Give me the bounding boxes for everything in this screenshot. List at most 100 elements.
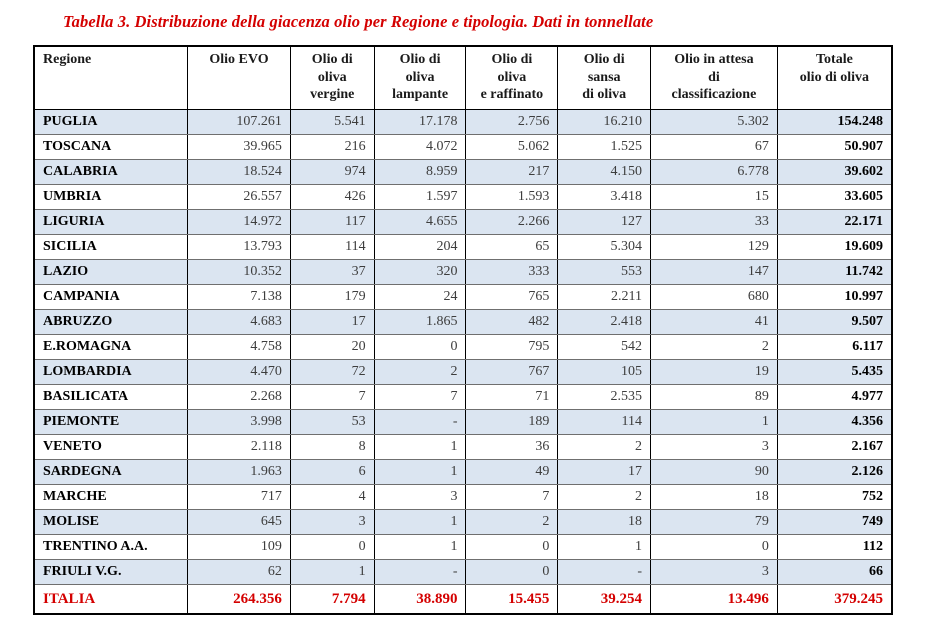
value-cell: 36 — [465, 434, 559, 460]
value-cell: 4 — [289, 484, 375, 510]
column-header-olio-attesa-classificazione: Olio in attesa di classificazione — [650, 45, 778, 110]
value-cell: 65 — [465, 234, 559, 260]
table-row-abruzzo: ABRUZZO 4.683 17 1.865 482 2.418 41 9.507 — [33, 309, 893, 335]
column-header-olio-oliva-lampante: Olio di oliva lampante — [373, 45, 467, 110]
value-cell: 216 — [289, 134, 375, 160]
table-row-calabria: CALABRIA 18.524 974 8.959 217 4.150 6.778 39.60… — [33, 159, 893, 185]
value-cell: 90 — [650, 459, 778, 485]
value-cell: 2.268 — [187, 384, 291, 410]
region-name-cell: SICILIA — [33, 234, 189, 260]
row-total-cell: 10.997 — [776, 284, 893, 310]
value-cell: 6.778 — [650, 159, 778, 185]
value-cell: 37 — [289, 259, 375, 285]
value-cell: 2 — [557, 434, 652, 460]
table-row-toscana: TOSCANA 39.965 216 4.072 5.062 1.525 67 50.907 — [33, 134, 893, 160]
column-header-regione: Regione — [33, 45, 189, 110]
row-total-cell: 2.167 — [776, 434, 893, 460]
table-row-lazio: LAZIO 10.352 37 320 333 553 147 11.742 — [33, 259, 893, 285]
value-cell: 7 — [289, 384, 375, 410]
column-header-olio-sansa-oliva: Olio di sansa di oliva — [557, 45, 652, 110]
table-row-basilicata: BASILICATA 2.268 7 7 71 2.535 89 4.977 — [33, 384, 893, 410]
value-cell: 147 — [650, 259, 778, 285]
value-cell: - — [373, 559, 467, 585]
value-cell: - — [557, 559, 652, 585]
column-header-olio-oliva-raffinato: Olio di oliva e raffinato — [465, 45, 559, 110]
row-total-cell: 749 — [776, 509, 893, 535]
value-cell: 13.496 — [650, 584, 778, 615]
region-name-cell: ITALIA — [33, 584, 189, 615]
row-total-cell: 752 — [776, 484, 893, 510]
value-cell: 127 — [557, 209, 652, 235]
table-row-umbria: UMBRIA 26.557 426 1.597 1.593 3.418 15 33.605 — [33, 184, 893, 210]
value-cell: 117 — [289, 209, 375, 235]
value-cell: 10.352 — [187, 259, 291, 285]
value-cell: 1 — [557, 534, 652, 560]
row-total-cell: 2.126 — [776, 459, 893, 485]
value-cell: 114 — [289, 234, 375, 260]
table-row-friuli-v-g: FRIULI V.G. 62 1-0-3 66 — [33, 559, 893, 585]
table-row-campania: CAMPANIA 7.138 179 24 765 2.211 680 10.997 — [33, 284, 893, 310]
region-name-cell: LAZIO — [33, 259, 189, 285]
value-cell: 20 — [289, 334, 375, 360]
value-cell: 0 — [289, 534, 375, 560]
region-name-cell: UMBRIA — [33, 184, 189, 210]
value-cell: 13.793 — [187, 234, 291, 260]
value-cell: 5.304 — [557, 234, 652, 260]
column-header-olio-oliva-vergine: Olio di oliva vergine — [289, 45, 375, 110]
value-cell: 1 — [373, 509, 467, 535]
value-cell: 1 — [289, 559, 375, 585]
region-name-cell: E.ROMAGNA — [33, 334, 189, 360]
region-name-cell: LOMBARDIA — [33, 359, 189, 385]
row-total-cell: 11.742 — [776, 259, 893, 285]
value-cell: 333 — [465, 259, 559, 285]
value-cell: 53 — [289, 409, 375, 435]
row-total-cell: 154.248 — [776, 109, 893, 135]
value-cell: 482 — [465, 309, 559, 335]
value-cell: 2.266 — [465, 209, 559, 235]
value-cell: 6 — [289, 459, 375, 485]
value-cell: 1.525 — [557, 134, 652, 160]
row-total-cell: 9.507 — [776, 309, 893, 335]
value-cell: 67 — [650, 134, 778, 160]
value-cell: 542 — [557, 334, 652, 360]
value-cell: 4.470 — [187, 359, 291, 385]
row-total-cell: 379.245 — [776, 584, 893, 615]
value-cell: 1.593 — [465, 184, 559, 210]
value-cell: 15.455 — [465, 584, 559, 615]
value-cell: 17 — [289, 309, 375, 335]
table-row-italia-total: ITALIA 264.356 7.794 38.890 15.455 39.254 13.4… — [33, 584, 893, 615]
value-cell: 38.890 — [373, 584, 467, 615]
value-cell: 2 — [650, 334, 778, 360]
value-cell: 7.794 — [289, 584, 375, 615]
value-cell: 15 — [650, 184, 778, 210]
value-cell: 4.072 — [373, 134, 467, 160]
value-cell: 5.541 — [289, 109, 375, 135]
value-cell: 1 — [650, 409, 778, 435]
value-cell: 14.972 — [187, 209, 291, 235]
value-cell: 49 — [465, 459, 559, 485]
value-cell: 4.683 — [187, 309, 291, 335]
table-header: Regione Olio EVO Olio di oliva vergine O… — [33, 45, 893, 110]
value-cell: 2 — [373, 359, 467, 385]
value-cell: 7.138 — [187, 284, 291, 310]
value-cell: 765 — [465, 284, 559, 310]
value-cell: 17.178 — [373, 109, 467, 135]
value-cell: 1 — [373, 459, 467, 485]
table-title: Tabella 3. Distribuzione della giacenza … — [63, 12, 654, 31]
value-cell: 39.254 — [557, 584, 652, 615]
table-row-liguria: LIGURIA 14.972 117 4.655 2.266 127 33 22.171 — [33, 209, 893, 235]
value-cell: 114 — [557, 409, 652, 435]
region-name-cell: PUGLIA — [33, 109, 189, 135]
value-cell: 2.118 — [187, 434, 291, 460]
value-cell: 264.356 — [187, 584, 291, 615]
region-name-cell: ABRUZZO — [33, 309, 189, 335]
row-total-cell: 5.435 — [776, 359, 893, 385]
row-total-cell: 4.977 — [776, 384, 893, 410]
value-cell: 105 — [557, 359, 652, 385]
value-cell: 7 — [373, 384, 467, 410]
row-total-cell: 66 — [776, 559, 893, 585]
value-cell: 41 — [650, 309, 778, 335]
value-cell: 0 — [465, 559, 559, 585]
value-cell: 179 — [289, 284, 375, 310]
